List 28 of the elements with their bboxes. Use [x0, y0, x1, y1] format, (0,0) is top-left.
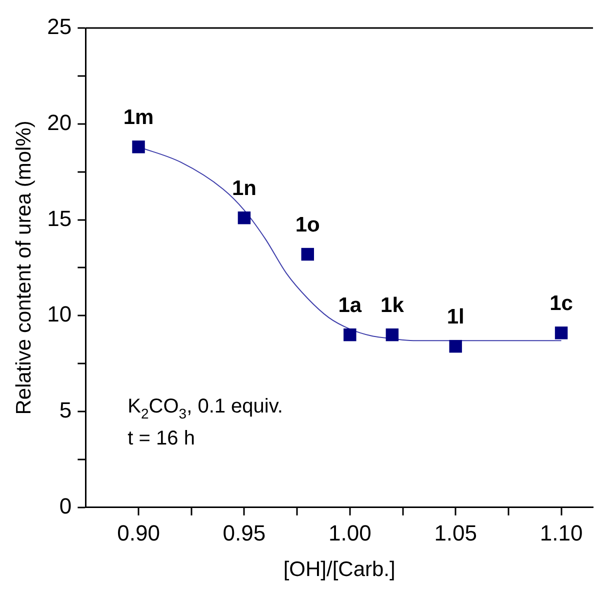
- point: [301, 248, 314, 261]
- point: [386, 328, 399, 342]
- y-tick-label: 15: [47, 206, 72, 231]
- annotation: t = 16 h: [128, 427, 195, 450]
- x-tick-label: 0.90: [117, 520, 160, 546]
- annotation: 1n: [232, 177, 256, 200]
- point: [449, 340, 462, 353]
- x-tick-label: 1.00: [328, 520, 372, 546]
- annotation: 1c: [550, 292, 574, 316]
- annotation: 1l: [446, 306, 464, 329]
- annotation: 1a: [338, 294, 362, 318]
- annotation: 1m: [123, 106, 154, 130]
- x-tick-label: 1.05: [434, 520, 478, 546]
- y-tick-label: 10: [47, 302, 72, 327]
- point: [238, 211, 251, 224]
- x-tick-label: 1.10: [540, 520, 583, 546]
- y-tick-label: 25: [47, 14, 72, 40]
- y-tick-label: 20: [47, 110, 72, 135]
- y-tick-label: 5: [59, 398, 72, 423]
- annotation: 1k: [380, 294, 404, 318]
- y-axis-title: Relative content of urea (mol%): [12, 120, 36, 415]
- point: [132, 140, 145, 154]
- point: [554, 326, 568, 340]
- x-axis-title: [OH]/[Carb.]: [283, 558, 396, 582]
- annotation: 1o: [295, 214, 320, 237]
- x-tick-label: 0.95: [222, 520, 266, 546]
- y-tick-label: 0: [59, 493, 72, 518]
- point: [344, 328, 356, 342]
